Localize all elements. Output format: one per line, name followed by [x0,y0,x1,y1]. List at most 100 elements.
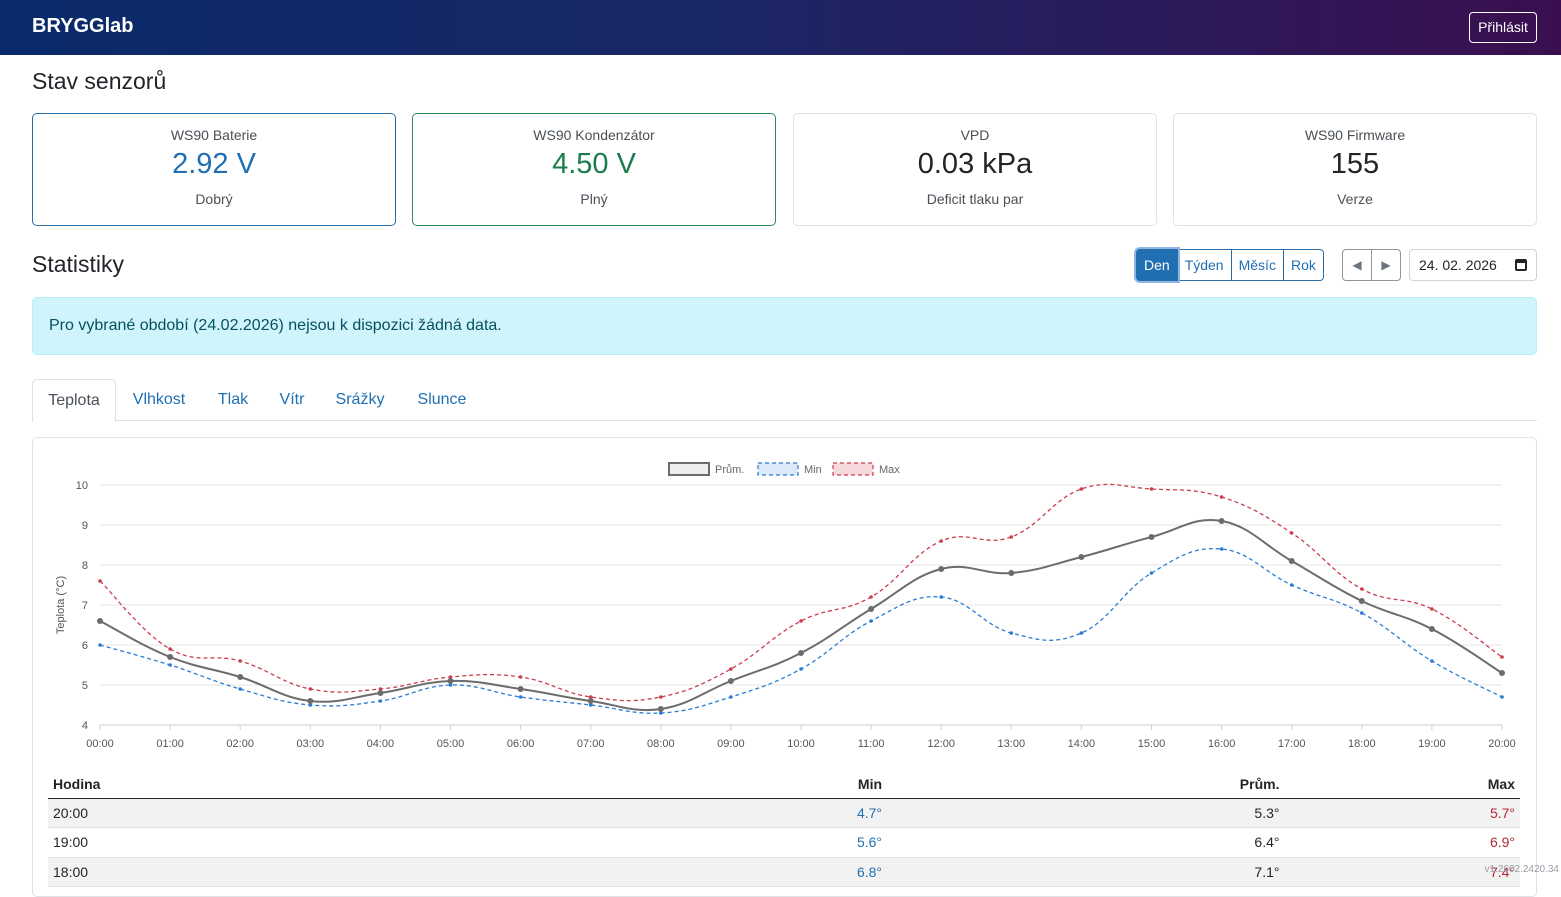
data-point-avg [307,698,314,704]
data-point-min [98,643,102,647]
x-tick-label: 07:00 [577,738,605,750]
tab-pressure[interactable]: Tlak [217,391,249,408]
table-row: 19:00 5.6° 6.4° 6.9° [48,827,1520,858]
data-point-min [799,667,803,671]
period-button-group: Den Týden Měsíc Rok [1136,249,1324,281]
data-point-avg [1218,518,1225,524]
stats-title: Statistiky [32,251,125,277]
data-point-min [1430,659,1434,663]
data-point-max [238,659,242,663]
card-value: 155 [1330,148,1380,180]
cell-max: 6.9° [1284,827,1520,858]
brand-logo[interactable]: BRYGGlab [32,15,134,37]
data-point-max [659,695,663,699]
x-tick-label: 19:00 [1418,738,1446,750]
data-point-avg [1358,598,1365,604]
cell-avg: 5.3° [887,798,1285,828]
card-label: WS90 Baterie [170,127,258,143]
data-point-max [729,667,733,671]
data-point-min [1360,611,1364,615]
x-tick-label: 13:00 [998,738,1026,750]
triangle-right-icon: ▶ [1381,258,1391,272]
cell-min: 5.6° [784,827,888,858]
x-tick-label: 05:00 [437,738,465,750]
data-point-avg [1288,558,1295,564]
y-tick-label: 9 [82,520,88,532]
card-label: WS90 Firmware [1304,127,1406,143]
data-point-avg [657,706,664,712]
data-point-min [869,619,873,623]
data-point-max [1149,487,1154,491]
card-status: Plný [580,191,608,207]
data-point-max [1009,535,1014,539]
calendar-icon[interactable] [1515,259,1527,271]
data-point-avg [587,698,594,704]
data-point-min [448,683,453,687]
data-point-avg [798,650,804,656]
cell-max: 5.7° [1284,798,1520,828]
next-period-button[interactable]: ▶ [1371,249,1401,281]
data-point-avg [517,686,524,692]
alert-text: Pro vybrané období (24.02.2026) nejsou k… [49,317,502,334]
legend-swatch-min [757,462,799,476]
tab-rain[interactable]: Srážky [335,391,385,408]
data-point-min [588,703,593,707]
data-point-avg [938,566,945,572]
cell-min: 4.7° [784,798,888,828]
y-tick-label: 7 [82,600,88,612]
header-avg: Prům. [887,770,1285,799]
card-value: 2.92 V [172,148,256,180]
login-button[interactable]: Přihlásit [1469,12,1537,43]
tab-wind[interactable]: Vítr [279,391,305,408]
period-month-button[interactable]: Měsíc [1230,249,1284,281]
prev-period-button[interactable]: ◀ [1342,249,1372,281]
x-tick-label: 17:00 [1278,738,1306,750]
date-input[interactable]: 24. 02. 2026 [1409,249,1537,281]
triangle-left-icon: ◀ [1352,258,1362,272]
period-day-button[interactable]: Den [1136,249,1178,281]
card-label: VPD [960,127,990,143]
x-tick-label: 04:00 [367,738,395,750]
legend-swatch-max [832,462,874,476]
legend-label-avg: Prům. [715,464,744,476]
period-year-button[interactable]: Rok [1282,249,1324,281]
x-tick-label: 03:00 [297,738,325,750]
data-point-avg [1148,534,1155,540]
card-status: Verze [1337,191,1373,207]
chart-series [97,483,1505,715]
data-point-max [1500,655,1504,659]
card-label: WS90 Kondenzátor [533,127,655,143]
data-point-avg [727,678,734,684]
data-point-max [1430,607,1434,611]
no-data-alert: Pro vybrané období (24.02.2026) nejsou k… [32,297,1537,355]
cell-min: 6.8° [784,857,888,887]
header-hour: Hodina [48,770,784,799]
data-point-max [448,675,453,679]
x-tick-label: 12:00 [927,738,955,750]
x-tick-label: 08:00 [647,738,675,750]
data-point-min [168,663,172,667]
legend-swatch-avg [668,462,710,476]
data-point-min [1219,547,1224,551]
data-point-avg [1499,670,1505,676]
cell-avg: 6.4° [887,827,1285,858]
data-point-max [308,687,313,691]
chart-grid: 4 5 6 7 8 9 10 00:00 01:00 02:00 03:00 04:00 05:00 06… [76,480,1516,750]
card-status: Dobrý [195,191,233,207]
chart-tabs: Teplota Vlhkost Tlak Vítr Srážky Slunce [32,379,1537,422]
data-point-avg [377,690,384,696]
period-week-button[interactable]: Týden [1176,249,1232,281]
x-tick-label: 09:00 [717,738,745,750]
series-line-max [99,483,1503,702]
x-tick-label: 00:00 [86,738,114,750]
data-point-max [588,695,593,699]
data-point-avg [1078,554,1085,560]
tab-sun[interactable]: Slunce [417,391,467,408]
series-line-avg [99,519,1503,712]
tab-humidity[interactable]: Vlhkost [132,391,186,408]
data-point-max [869,595,873,599]
tab-temperature[interactable]: Teplota [32,379,116,422]
y-axis-label: Teplota (°C) [55,576,67,634]
stats-table: Hodina Min Prům. Max 20:00 4.7° 5.3° 5.7… [48,770,1520,887]
x-tick-label: 16:00 [1208,738,1236,750]
